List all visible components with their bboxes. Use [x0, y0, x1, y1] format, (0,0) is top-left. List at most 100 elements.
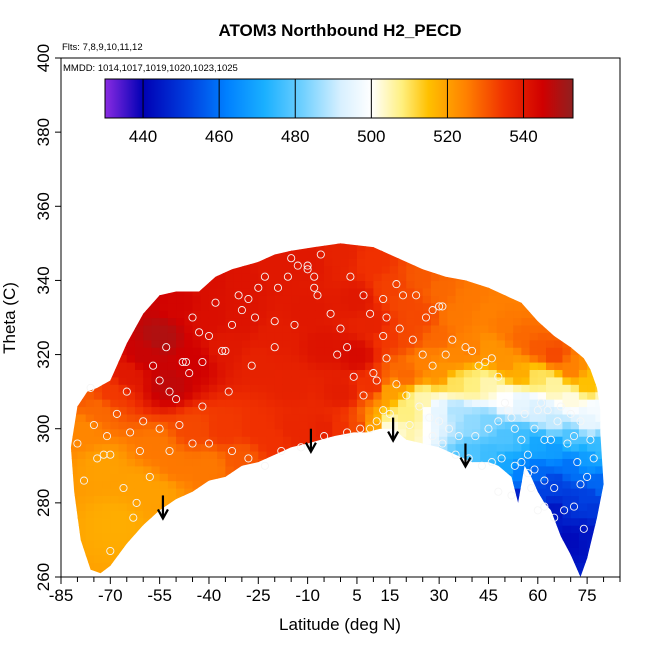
field-cell: [389, 302, 399, 311]
field-cell: [612, 406, 621, 414]
field-cell: [537, 391, 547, 400]
field-cell: [562, 324, 572, 333]
field-cell: [118, 369, 128, 378]
field-cell: [389, 480, 399, 489]
field-cell: [422, 354, 432, 363]
field-cell: [143, 347, 153, 356]
field-cell: [167, 258, 177, 267]
field-cell: [406, 450, 416, 459]
field-cell: [578, 569, 588, 577]
field-cell: [463, 488, 473, 497]
field-cell: [77, 436, 87, 445]
field-cell: [529, 562, 539, 571]
field-cell: [134, 243, 144, 244]
field-cell: [578, 287, 588, 296]
field-cell: [159, 295, 169, 304]
field-cell: [70, 480, 79, 489]
field-cell: [504, 480, 514, 489]
observation-point: [372, 376, 381, 385]
field-cell: [595, 399, 604, 408]
field-cell: [398, 525, 407, 534]
field-cell: [134, 547, 144, 556]
field-cell: [134, 324, 144, 333]
field-cell: [274, 488, 284, 497]
field-cell: [488, 273, 498, 282]
field-cell: [546, 250, 555, 259]
field-cell: [603, 532, 604, 541]
field-cell: [225, 250, 235, 259]
field-cell: [233, 280, 243, 289]
field-cell: [472, 287, 481, 296]
field-cell: [70, 502, 79, 511]
field-cell: [595, 317, 604, 326]
field-cell: [381, 287, 391, 296]
field-cell: [110, 495, 120, 504]
field-cell: [406, 391, 416, 400]
field-cell: [307, 421, 317, 430]
field-cell: [562, 517, 572, 526]
field-cell: [537, 310, 547, 319]
field-cell: [299, 295, 309, 304]
field-cell: [455, 406, 465, 415]
field-cell: [570, 339, 580, 348]
field-cell: [504, 295, 514, 304]
field-cell: [200, 510, 210, 519]
field-cell: [554, 517, 564, 526]
field-cell: [578, 243, 588, 244]
field-cell: [233, 324, 243, 333]
observation-point: [467, 346, 477, 355]
field-cell: [217, 332, 227, 341]
observation-point: [560, 506, 569, 515]
field-cell: [151, 250, 161, 259]
field-cell: [70, 458, 79, 467]
field-cell: [612, 340, 621, 348]
field-cell: [61, 355, 70, 363]
field-cell: [307, 369, 317, 378]
field-cell: [612, 325, 621, 333]
field-cell: [258, 525, 268, 534]
field-cell: [241, 502, 251, 511]
field-cell: [143, 554, 153, 563]
field-cell: [356, 339, 366, 348]
field-cell: [184, 458, 194, 467]
field-cell: [176, 391, 185, 400]
field-cell: [381, 295, 391, 304]
field-cell: [455, 354, 465, 363]
field-cell: [77, 465, 87, 474]
field-cell: [307, 347, 317, 356]
field-cell: [134, 554, 144, 563]
field-cell: [176, 517, 185, 526]
field-cell: [167, 502, 177, 511]
field-cell: [77, 458, 87, 467]
field-cell: [143, 488, 153, 497]
field-cell: [398, 258, 407, 267]
field-cell: [126, 295, 136, 304]
field-cell: [472, 525, 481, 534]
field-cell: [134, 317, 144, 326]
field-cell: [463, 332, 473, 341]
field-cell: [70, 539, 79, 548]
field-cell: [365, 562, 374, 571]
field-cell: [332, 399, 342, 408]
field-cell: [332, 406, 342, 415]
field-cell: [373, 250, 383, 259]
field-cell: [126, 428, 136, 437]
field-cell: [340, 502, 350, 511]
field-cell: [430, 243, 440, 244]
field-cell: [463, 554, 473, 563]
field-cell: [562, 243, 572, 252]
field-cell: [217, 399, 227, 408]
field-cell: [151, 243, 161, 244]
field-cell: [167, 525, 177, 534]
field-cell: [521, 562, 531, 571]
field-cell: [340, 406, 350, 415]
field-cell: [110, 384, 120, 393]
field-cell: [93, 354, 103, 363]
field-cell: [348, 399, 358, 408]
field-cell: [414, 473, 424, 482]
field-cell: [365, 250, 374, 259]
field-cell: [134, 258, 144, 267]
field-cell: [529, 280, 539, 289]
field-cell: [184, 317, 194, 326]
observation-point: [79, 476, 89, 485]
